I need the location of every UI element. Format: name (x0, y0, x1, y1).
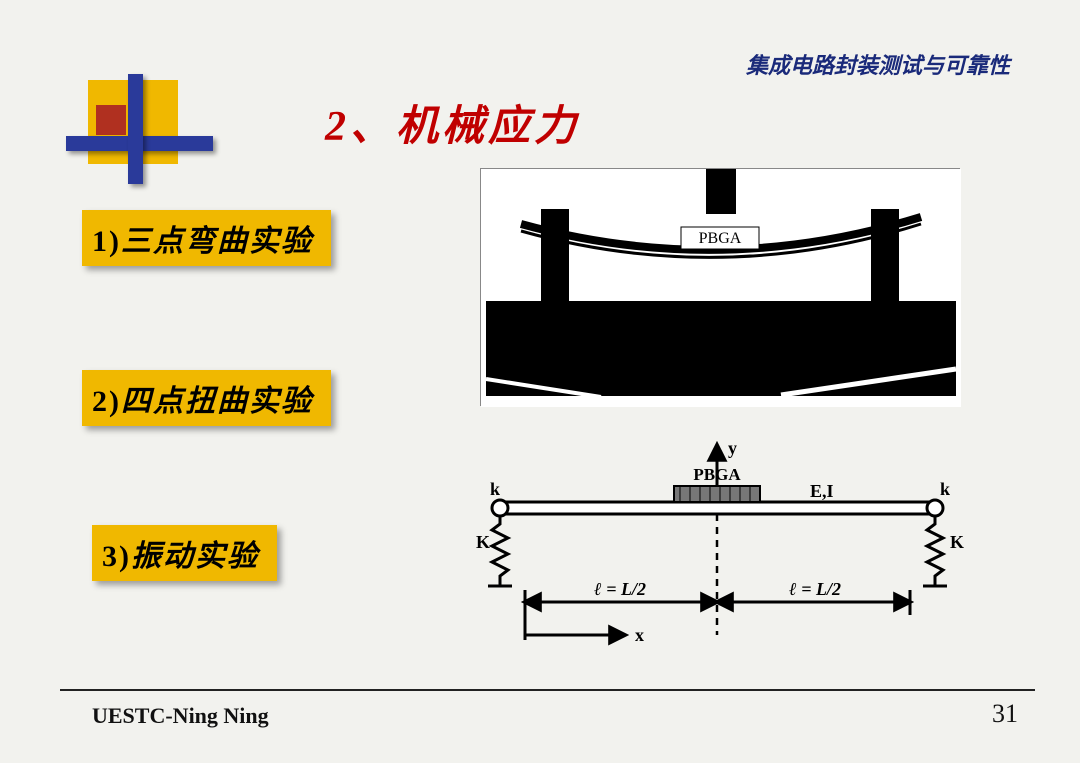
header-subtitle: 集成电路封装测试与可靠性 (746, 48, 1010, 80)
page-number: 31 (992, 699, 1018, 729)
bullet-1-num: 1) (92, 225, 121, 258)
fig1-pbga-label: PBGA (699, 230, 742, 247)
bullet-2-text: 四点扭曲实验 (121, 385, 313, 418)
bullet-3: 3)振动实验 (92, 525, 277, 581)
bullet-3-num: 3) (102, 540, 131, 573)
footer-divider (60, 689, 1035, 691)
svg-text:K: K (476, 532, 490, 552)
svg-text:ℓ = L/2: ℓ = L/2 (789, 579, 841, 599)
vibration-svg: y PBGA E,I k K k K ℓ = L/2 (470, 440, 965, 660)
bullet-2: 2)四点扭曲实验 (82, 370, 331, 426)
svg-text:k: k (490, 479, 500, 499)
deco-blue-bar-v (128, 74, 143, 184)
svg-text:k: k (940, 479, 950, 499)
bullet-1: 1)三点弯曲实验 (82, 210, 331, 266)
slide-title: 2、机械应力 (325, 92, 580, 153)
deco-red-square (96, 105, 126, 135)
svg-text:y: y (728, 440, 737, 458)
svg-text:x: x (635, 625, 644, 645)
bullet-3-text: 振动实验 (131, 540, 259, 573)
svg-text:ℓ = L/2: ℓ = L/2 (594, 579, 646, 599)
figure-vibration-schematic: y PBGA E,I k K k K ℓ = L/2 (470, 440, 965, 660)
svg-text:E,I: E,I (810, 481, 834, 501)
footer-author: UESTC-Ning Ning (92, 703, 269, 729)
svg-text:K: K (950, 532, 964, 552)
svg-text:PBGA: PBGA (693, 465, 741, 484)
bullet-1-text: 三点弯曲实验 (121, 225, 313, 258)
bullet-2-num: 2) (92, 385, 121, 418)
figure-three-point-bend: PBGA (480, 168, 960, 406)
bend-photo-svg: PBGA (481, 169, 961, 407)
